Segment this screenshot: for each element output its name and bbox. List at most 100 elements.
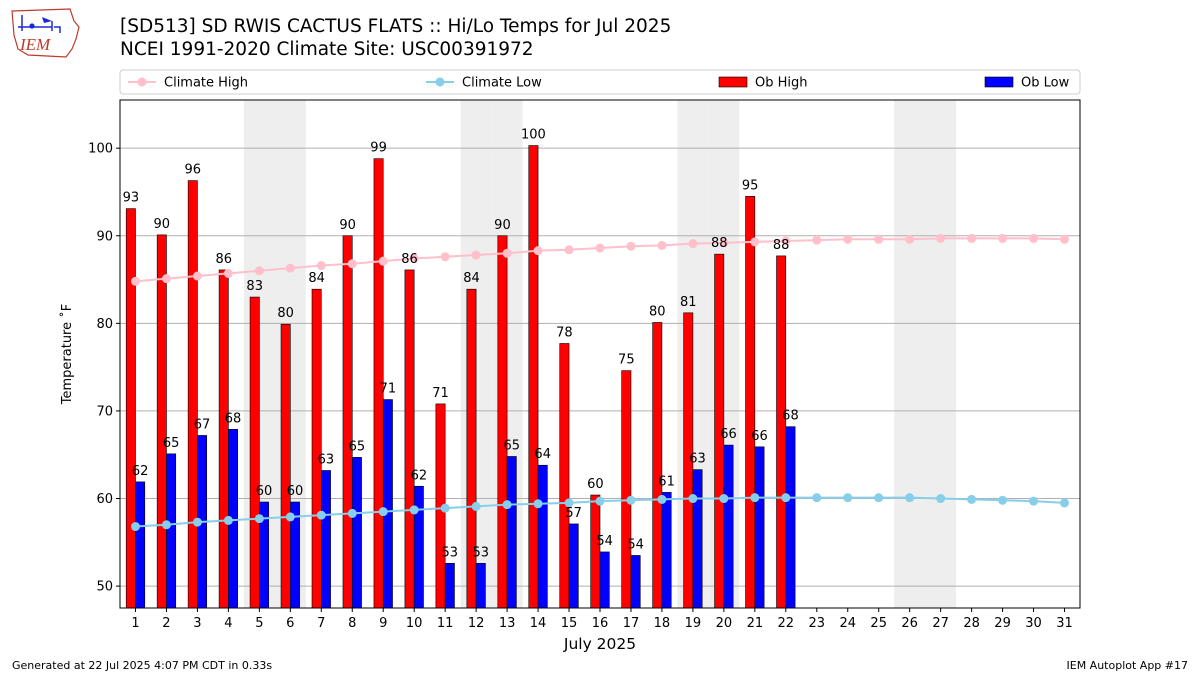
climate-low-point [130,522,140,532]
ob-low-value-label: 63 [318,452,335,467]
ob-low-bar [661,492,672,609]
climate-high-point [1060,234,1070,244]
ob-high-value-label: 90 [494,218,511,233]
x-tick-label: 27 [932,616,949,631]
climate-high-point [595,243,605,253]
ob-low-bar [413,485,424,609]
ob-high-value-label: 90 [339,218,356,233]
ob-high-value-label: 81 [680,295,697,310]
ob-low-bar [351,457,362,609]
iem-logo-text: IEM [19,35,51,54]
climate-low-point [750,493,760,503]
ob-low-value-label: 65 [503,438,520,453]
climate-low-point [657,494,667,504]
y-tick-label: 50 [96,580,113,595]
legend: Climate High Climate Low Ob High Ob Low [119,69,1081,95]
x-tick-label: 22 [778,616,795,631]
climate-low-point [595,496,605,506]
ob-high-bar [125,208,136,609]
climate-low-point [1060,498,1070,508]
climate-high-point [719,238,729,248]
climate-low-point [192,517,202,527]
y-tick-label: 100 [88,142,113,157]
x-tick-label: 20 [716,616,733,631]
x-tick-label: 16 [592,616,609,631]
ob-high-bar [280,323,291,609]
iem-logo: IEM [11,8,80,58]
climate-low-point [843,493,853,503]
climate-low-point [719,494,729,504]
climate-high-point [874,234,884,244]
climate-low-point [378,507,388,517]
climate-low-point [161,520,171,530]
climate-low-point [564,498,574,508]
ob-high-value-label: 83 [246,279,263,294]
generated-timestamp: Generated at 22 Jul 2025 4:07 PM CDT in … [12,659,273,672]
ob-low-bar [692,469,703,609]
ob-low-bar [166,453,177,609]
ob-low-value-label: 63 [689,452,706,467]
ob-high-bar [590,494,601,609]
ob-low-value-label: 65 [349,439,366,454]
ob-high-value-label: 96 [185,163,202,178]
climate-high-point [564,245,574,255]
chart-title: [SD513] SD RWIS CACTUS FLATS :: Hi/Lo Te… [120,16,672,37]
ob-low-bar [568,523,579,609]
ob-high-value-label: 71 [432,386,449,401]
climate-high-point [688,239,698,249]
x-tick-label: 1 [131,616,139,631]
x-tick-label: 8 [348,616,356,631]
ob-high-bar [528,145,539,609]
climate-low-point [905,493,915,503]
ob-low-value-label: 65 [163,436,180,451]
climate-high-point [967,233,977,243]
legend-climate-low-marker [435,77,445,87]
climate-low-point [347,508,357,518]
ob-high-value-label: 95 [742,178,759,193]
climate-low-point [688,494,698,504]
legend-box [119,69,1081,95]
ob-low-value-label: 60 [256,484,273,499]
ob-high-value-label: 100 [521,128,546,143]
y-tick-label: 60 [96,492,113,507]
chart-subtitle: NCEI 1991-2020 Climate Site: USC00391972 [120,39,534,60]
ob-low-value-label: 60 [287,484,304,499]
ob-low-bar [599,551,610,609]
ob-low-value-label: 54 [596,534,613,549]
climate-low-point [254,514,264,524]
climate-high-point [936,233,946,243]
ob-low-value-label: 68 [782,409,799,424]
autoplot-app-label: IEM Autoplot App #17 [1066,659,1189,672]
climate-high-point [781,236,791,246]
climate-low-point [285,512,295,522]
climate-low-point [936,494,946,504]
climate-low-point [781,493,791,503]
y-axis-label: Temperature ˚F [59,304,75,405]
ob-high-value-label: 90 [154,217,171,232]
ob-high-bar [249,296,260,609]
climate-high-point [657,240,667,250]
ob-high-value-label: 93 [123,191,140,206]
climate-high-point [533,246,543,256]
legend-climate-high-label: Climate High [164,76,248,91]
climate-high-point [316,261,326,271]
x-axis-label: July 2025 [563,635,636,653]
ob-high-bar [187,180,198,609]
legend-climate-high-marker [137,77,147,87]
ob-high-bar [776,255,787,609]
ob-low-value-label: 66 [720,427,737,442]
ob-high-value-label: 78 [556,325,573,340]
ob-low-value-label: 62 [411,468,428,483]
climate-low-point [440,503,450,513]
x-tick-label: 14 [530,616,547,631]
x-tick-label: 23 [809,616,826,631]
ob-high-bar [652,322,663,609]
climate-high-point [812,235,822,245]
x-tick-label: 13 [499,616,516,631]
ob-high-bar [559,343,570,609]
ob-low-value-label: 61 [658,474,675,489]
climate-low-point [502,500,512,510]
climate-high-point [409,254,419,264]
ob-high-value-label: 80 [649,304,666,319]
